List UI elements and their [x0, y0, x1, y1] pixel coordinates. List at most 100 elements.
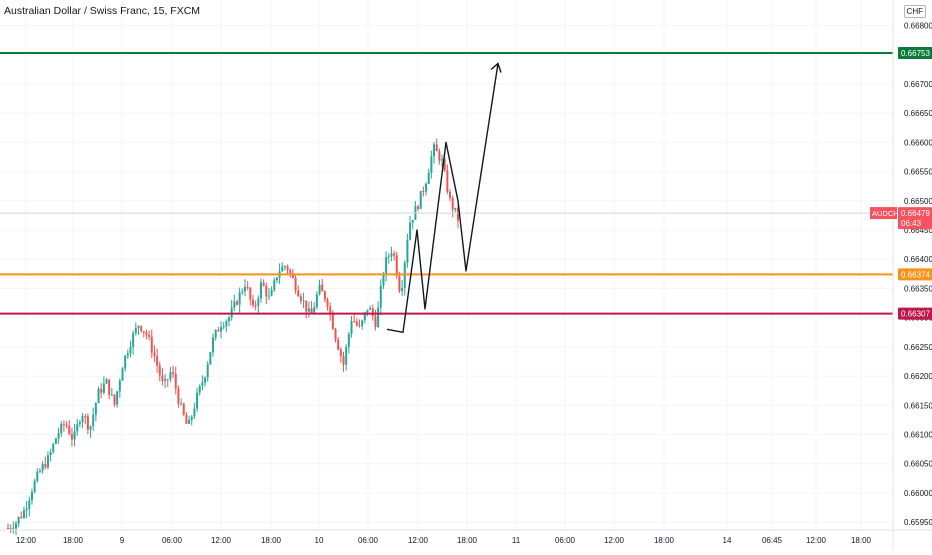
- candle-body: [382, 274, 385, 286]
- candle-body: [100, 388, 103, 393]
- candle-body: [49, 451, 52, 456]
- candle: [294, 273, 297, 295]
- candle: [140, 325, 143, 333]
- candle-body: [169, 372, 172, 380]
- candle: [158, 361, 161, 382]
- candle: [326, 297, 329, 311]
- candle-body: [28, 500, 31, 509]
- candle-body: [326, 299, 329, 307]
- candle-body: [110, 394, 113, 396]
- candle: [425, 181, 428, 196]
- x-tick-label: 10: [315, 536, 324, 545]
- candle-body: [174, 373, 177, 389]
- candle: [150, 329, 153, 359]
- candle-body: [30, 492, 33, 501]
- candle: [68, 420, 71, 436]
- candle: [164, 373, 167, 388]
- candle: [9, 524, 12, 533]
- candle: [54, 437, 57, 445]
- currency-button[interactable]: CHF: [903, 5, 926, 18]
- candle: [78, 419, 81, 428]
- candle: [435, 138, 438, 152]
- candle: [334, 327, 337, 343]
- candle: [94, 402, 97, 422]
- candle: [52, 442, 55, 454]
- candle-body: [305, 300, 308, 312]
- candle: [110, 387, 113, 397]
- candle: [38, 468, 41, 474]
- candle-body: [297, 290, 300, 297]
- level-tag-1: 0.66753: [898, 46, 932, 59]
- candle-body: [124, 355, 127, 369]
- candle: [454, 207, 457, 213]
- candle-body: [22, 510, 25, 518]
- candle: [262, 279, 265, 287]
- candle: [212, 333, 215, 357]
- candle: [369, 305, 372, 311]
- candle-body: [355, 321, 358, 326]
- candle: [209, 351, 212, 365]
- x-tick-label: 18:00: [654, 536, 675, 545]
- x-tick-label: 12:00: [604, 536, 625, 545]
- level-tag-bg: [898, 268, 932, 281]
- candle: [337, 337, 340, 351]
- candle: [142, 330, 145, 338]
- candle-body: [12, 528, 15, 530]
- candle: [329, 302, 332, 321]
- candle-body: [315, 294, 318, 308]
- x-tick-label: 18:00: [851, 536, 872, 545]
- candle-body: [190, 416, 193, 421]
- candle: [393, 250, 396, 261]
- candle: [17, 516, 20, 528]
- candle-body: [166, 379, 169, 381]
- candle: [438, 148, 441, 165]
- candle: [318, 279, 321, 296]
- level-tag-label: 0.66753: [901, 49, 930, 58]
- candle: [243, 279, 246, 297]
- level-tag-3: 0.66307: [898, 307, 932, 320]
- candle: [313, 302, 316, 315]
- candle: [385, 251, 388, 282]
- x-tick-label: 9: [120, 536, 125, 545]
- candle: [116, 390, 119, 408]
- candle-body: [212, 337, 215, 353]
- candle: [422, 186, 425, 197]
- candle-body: [347, 334, 350, 348]
- candle: [238, 287, 241, 313]
- candle: [406, 233, 409, 268]
- candle-body: [158, 365, 161, 376]
- candle-body: [438, 151, 441, 161]
- candle-body: [246, 286, 249, 289]
- candle: [257, 295, 260, 313]
- candle-body: [353, 321, 356, 323]
- candle-body: [241, 291, 244, 293]
- x-tick-label: 18:00: [457, 536, 478, 545]
- candle-body: [379, 285, 382, 308]
- x-tick-label: 18:00: [63, 536, 84, 545]
- candle-body: [371, 308, 374, 317]
- candle-body: [140, 325, 143, 332]
- candle-body: [377, 307, 380, 328]
- y-tick-label: 0.66150: [904, 401, 932, 410]
- candle: [193, 402, 196, 420]
- candle-body: [164, 379, 167, 382]
- candle-body: [118, 380, 121, 392]
- candle: [76, 419, 79, 436]
- symbol-tag-bg: [870, 207, 897, 220]
- candle: [283, 265, 286, 271]
- candle-body: [201, 382, 204, 386]
- candle-body: [345, 347, 348, 365]
- candle: [97, 386, 100, 404]
- candle: [259, 278, 262, 303]
- candle: [254, 300, 257, 311]
- candle: [361, 319, 364, 330]
- candle-body: [451, 198, 454, 210]
- candle: [345, 344, 348, 371]
- candle-body: [225, 321, 228, 327]
- candle-body: [435, 144, 438, 152]
- candle-body: [94, 403, 97, 415]
- candle: [33, 478, 36, 494]
